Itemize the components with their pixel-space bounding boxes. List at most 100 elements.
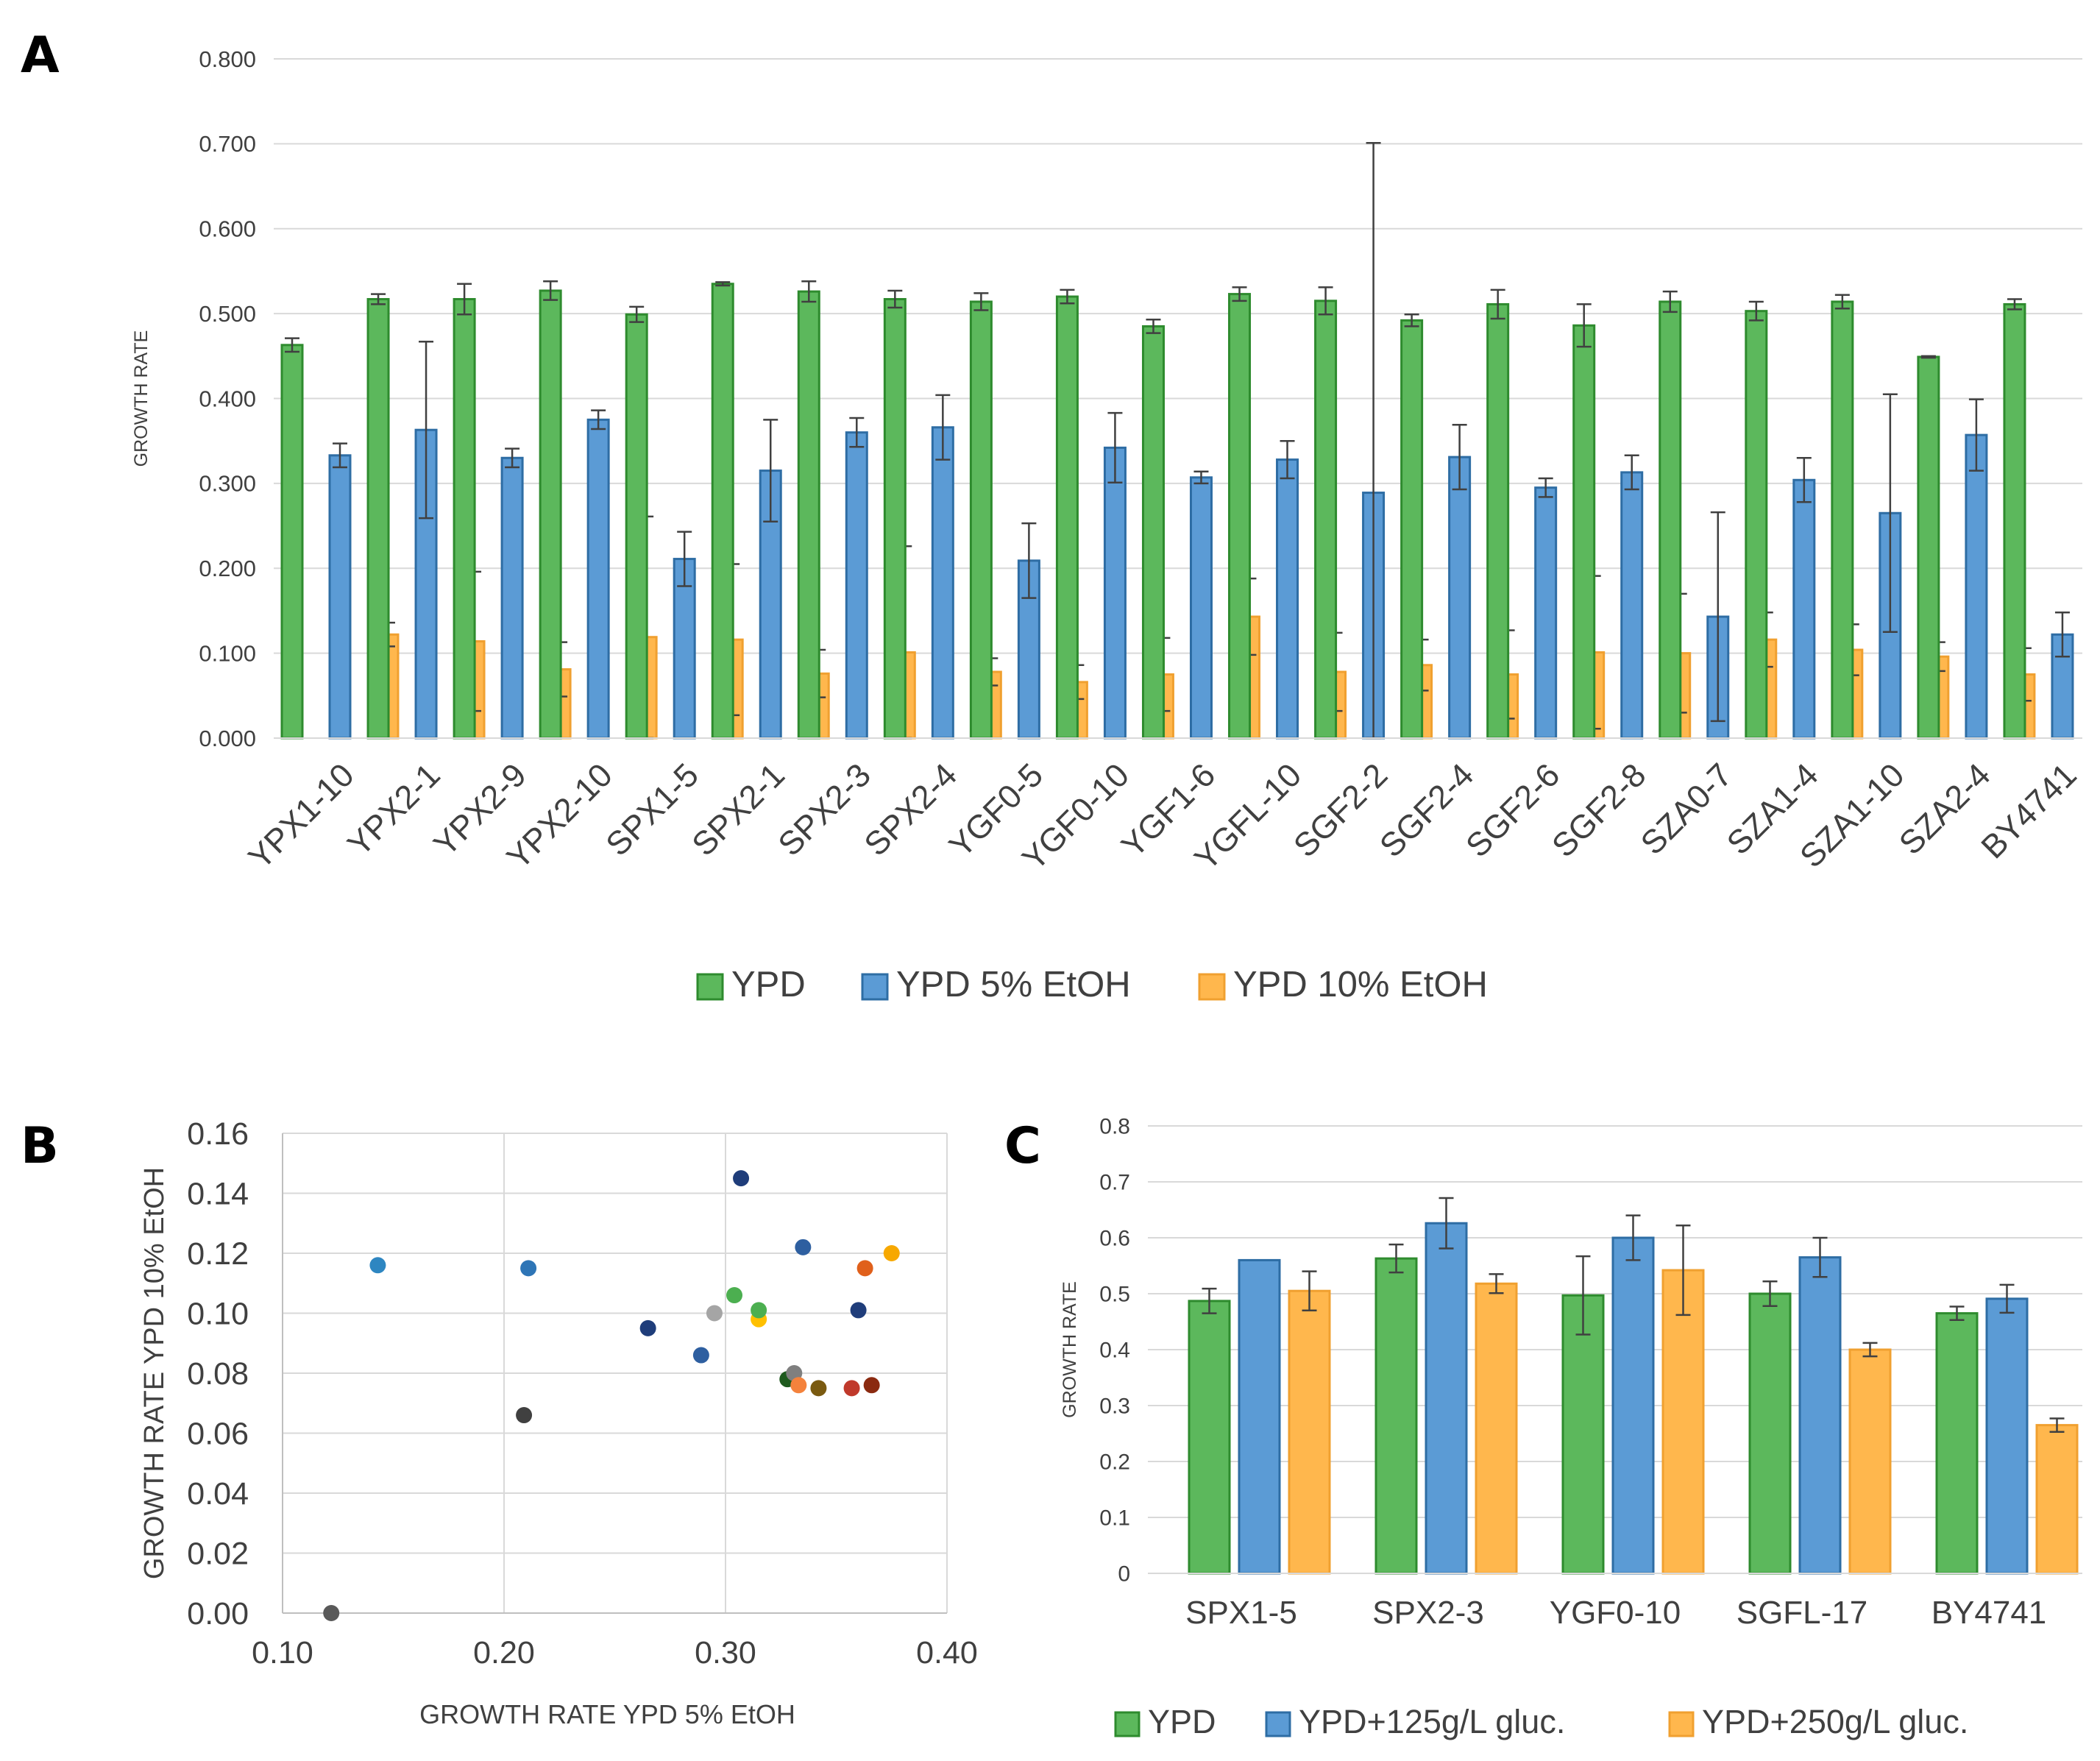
- scatter-point: [726, 1287, 743, 1304]
- legend-swatch: [1265, 1711, 1291, 1737]
- y-tick-label: 0.4: [1099, 1339, 1130, 1363]
- scatter-point: [883, 1245, 900, 1261]
- y-tick-label: 0.400: [199, 386, 256, 411]
- bar: [1188, 1300, 1231, 1575]
- scatter-point: [751, 1302, 767, 1319]
- bar: [1745, 310, 1768, 740]
- bar: [1848, 1348, 1892, 1575]
- bar: [586, 418, 610, 740]
- x-axis-title: GROWTH RATE YPD 5% EtOH: [419, 1699, 795, 1729]
- legend-swatch: [861, 973, 889, 1001]
- legend-label: YPD+125g/L gluc.: [1299, 1703, 1565, 1740]
- y-tick-label: 0.04: [187, 1476, 249, 1512]
- y-tick-label: 0.500: [199, 301, 256, 327]
- bar: [1276, 458, 1299, 740]
- scatter-point: [843, 1380, 860, 1397]
- scatter-point: [639, 1319, 656, 1336]
- legend-swatch: [1198, 973, 1226, 1001]
- y-tick-label: 0.200: [199, 556, 256, 581]
- bar: [1798, 1256, 1842, 1575]
- y-axis-title: GROWTH RATE: [1060, 1281, 1080, 1418]
- scatter-point: [850, 1302, 867, 1319]
- x-tick-label: SPX1-5: [1185, 1595, 1297, 1631]
- bar: [1561, 1294, 1605, 1575]
- bar: [1486, 302, 1510, 740]
- y-tick-label: 0.8: [1099, 1115, 1130, 1139]
- legend-label: YPD: [731, 965, 806, 1004]
- x-tick-label: SGFL-17: [1737, 1595, 1868, 1631]
- y-tick-label: 0.700: [199, 131, 256, 157]
- bar: [1985, 1297, 2029, 1575]
- y-tick-label: 0.100: [199, 640, 256, 666]
- bar: [1238, 1258, 1281, 1575]
- panel-label-c: C: [1004, 1117, 1041, 1175]
- bar: [1448, 456, 1472, 740]
- bar: [1425, 1222, 1468, 1575]
- bar: [1831, 300, 1854, 740]
- legend-swatch: [696, 973, 724, 1001]
- y-tick-label: 0.800: [199, 46, 256, 72]
- scatter-point: [706, 1305, 723, 1322]
- x-tick-label: 0.40: [916, 1635, 978, 1670]
- bar: [625, 313, 648, 740]
- y-tick-label: 0.7: [1099, 1171, 1130, 1195]
- y-tick-label: 0.300: [199, 471, 256, 497]
- bar: [1917, 355, 1940, 740]
- bar: [1288, 1289, 1331, 1575]
- y-tick-label: 0.3: [1099, 1395, 1130, 1419]
- x-tick-label: 0.30: [695, 1635, 756, 1670]
- x-tick-label: 0.10: [252, 1635, 313, 1670]
- legend-swatch: [1668, 1711, 1695, 1737]
- bar: [673, 558, 696, 740]
- y-tick-label: 0.12: [187, 1236, 249, 1272]
- y-axis-title: GROWTH RATE YPD 10% EtOH: [139, 1167, 170, 1579]
- scatter-point: [520, 1260, 537, 1277]
- scatter-point: [692, 1347, 709, 1364]
- bar: [1475, 1282, 1518, 1575]
- bar: [845, 431, 868, 740]
- bar: [711, 283, 734, 740]
- bar: [1374, 1257, 1418, 1575]
- scatter-point: [810, 1380, 827, 1397]
- y-tick-label: 0.14: [187, 1177, 249, 1212]
- scatter-point: [863, 1377, 880, 1394]
- panel-label-a: A: [21, 26, 60, 85]
- bar: [2035, 1424, 2079, 1575]
- y-tick-label: 0.5: [1099, 1283, 1130, 1307]
- bar: [1935, 1312, 1979, 1575]
- y-tick-label: 0.000: [199, 726, 256, 751]
- y-tick-label: 0.02: [187, 1537, 249, 1572]
- x-tick-label: BY4741: [1931, 1595, 2047, 1631]
- x-tick-label: YGF0-10: [1550, 1595, 1681, 1631]
- legend-label: YPD 10% EtOH: [1233, 965, 1488, 1004]
- scatter-point: [795, 1239, 812, 1255]
- panel-label-b: B: [21, 1117, 59, 1175]
- legend-label: YPD: [1148, 1703, 1216, 1740]
- y-tick-label: 0.1: [1099, 1506, 1130, 1531]
- bar: [1534, 486, 1558, 740]
- bar: [1611, 1236, 1655, 1575]
- y-tick-label: 0.10: [187, 1297, 249, 1332]
- bar: [1748, 1292, 1792, 1575]
- bar: [1314, 300, 1338, 740]
- bar: [1661, 1269, 1705, 1575]
- x-tick-label: SPX2-3: [1372, 1595, 1484, 1631]
- y-tick-label: 0.00: [187, 1596, 249, 1631]
- scatter-point: [856, 1260, 873, 1277]
- legend-swatch: [1114, 1711, 1141, 1737]
- y-tick-label: 0.6: [1099, 1227, 1130, 1251]
- y-tick-label: 0.06: [187, 1417, 249, 1452]
- y-tick-label: 0.2: [1099, 1450, 1130, 1475]
- scatter-point: [516, 1407, 533, 1424]
- y-tick-label: 0: [1118, 1562, 1130, 1587]
- y-tick-label: 0.16: [187, 1116, 249, 1152]
- y-tick-label: 0.600: [199, 216, 256, 242]
- bar: [1792, 478, 1816, 740]
- legend-label: YPD 5% EtOH: [896, 965, 1131, 1004]
- legend-label: YPD+250g/L gluc.: [1702, 1703, 1968, 1740]
- x-tick-label: 0.20: [473, 1635, 535, 1670]
- scatter-point: [733, 1170, 750, 1187]
